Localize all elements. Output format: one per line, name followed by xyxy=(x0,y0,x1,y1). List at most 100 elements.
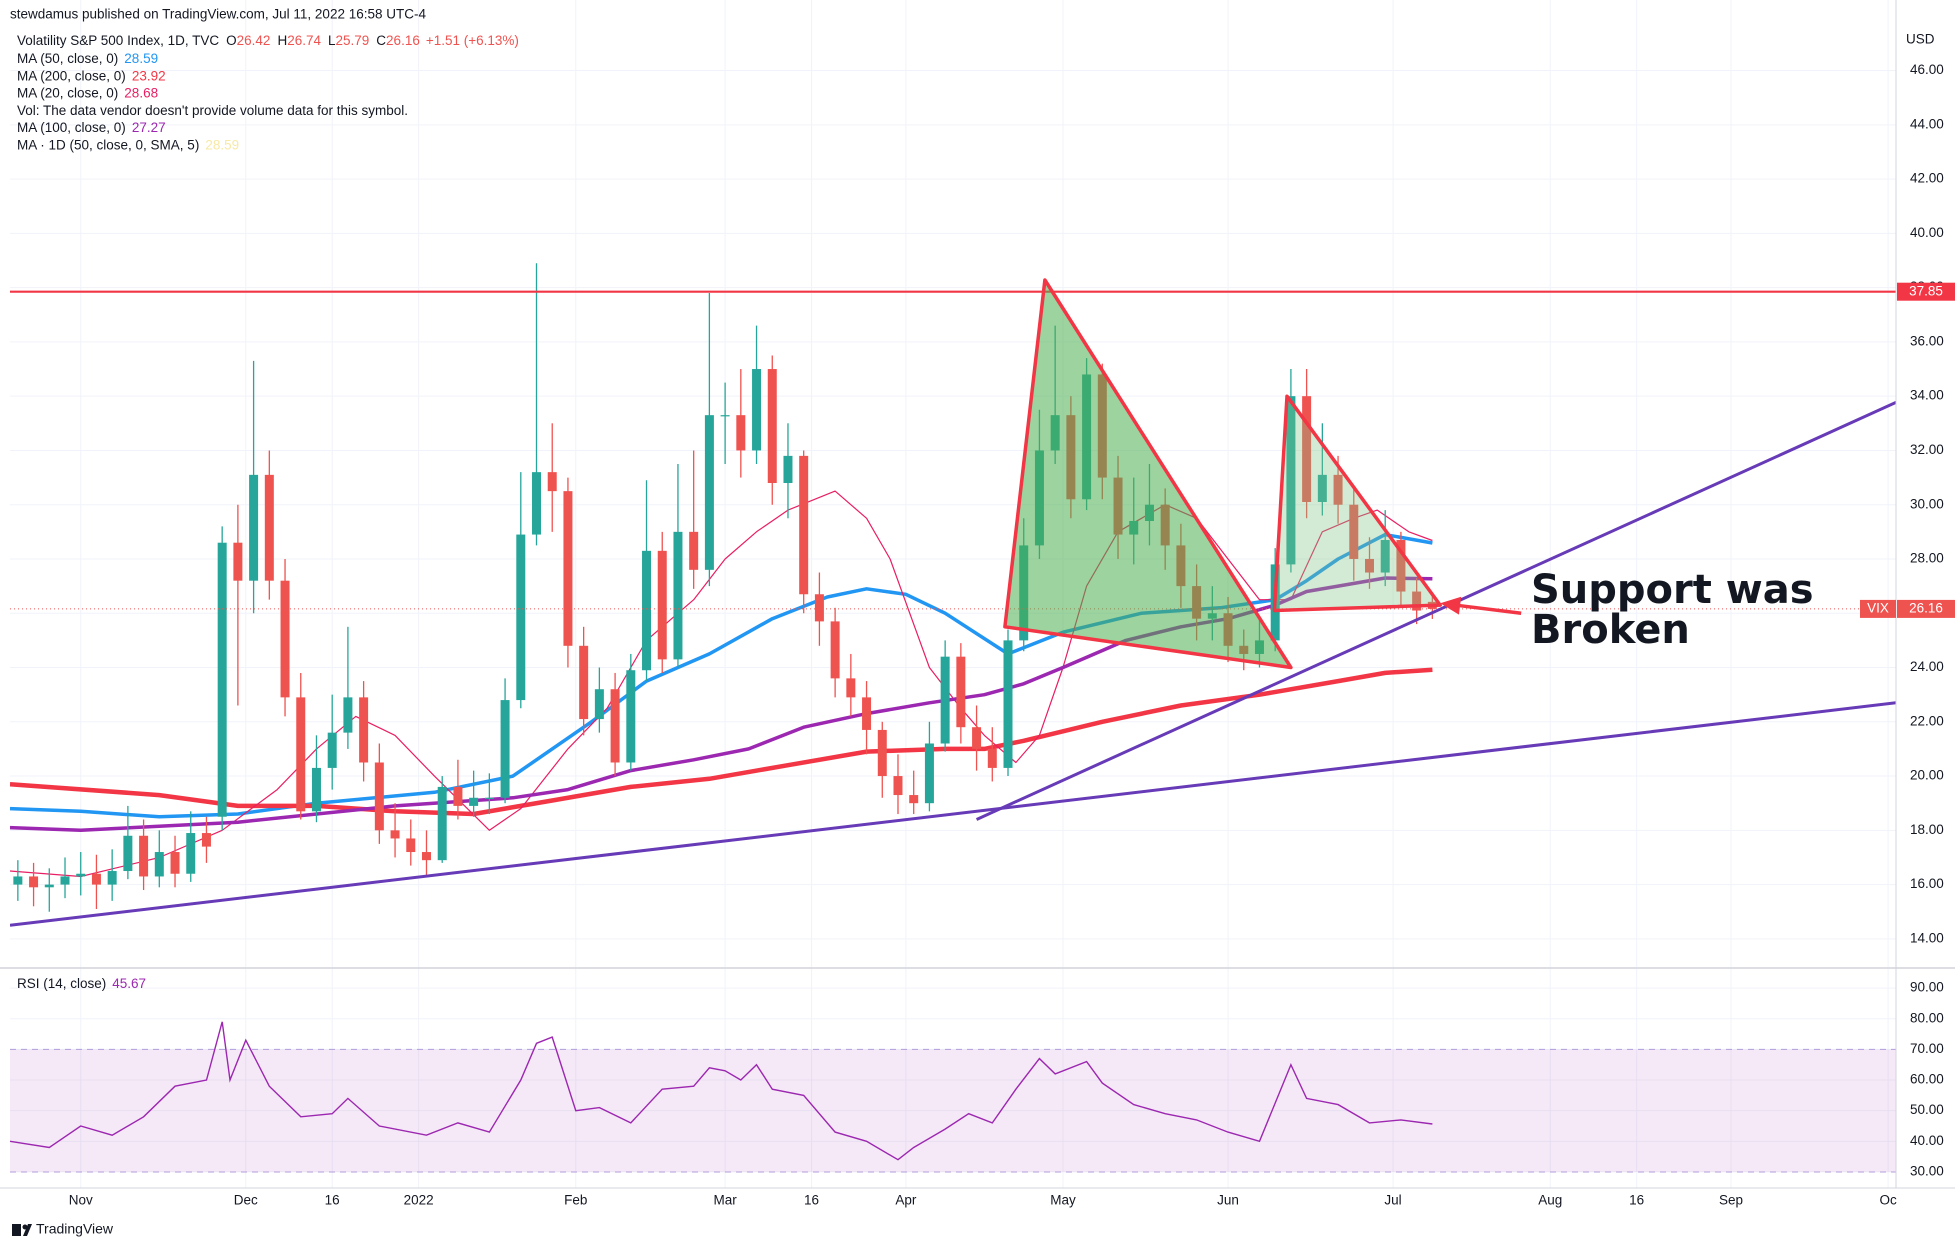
rsi-legend: RSI (14, close) 45.67 xyxy=(17,976,146,991)
candle-body xyxy=(1003,640,1013,768)
price-label-box xyxy=(1897,599,1955,618)
y-tick-label: 40.00 xyxy=(1910,1133,1944,1148)
x-tick-label: Sep xyxy=(1719,1193,1743,1208)
candle-body xyxy=(44,884,54,888)
ohlc-value: 26.16 xyxy=(386,33,420,48)
ohlc-value: 26.42 xyxy=(237,33,271,48)
candle-body xyxy=(673,531,683,660)
candle-body xyxy=(233,542,243,581)
price-pane xyxy=(10,263,1896,927)
candle-body xyxy=(123,835,133,872)
x-tick-label: Feb xyxy=(564,1193,587,1208)
y-tick-label: 60.00 xyxy=(1910,1072,1944,1087)
legend-name: MA (50, close, 0) xyxy=(17,51,118,66)
annotation: Broken xyxy=(1531,607,1690,653)
candle-body xyxy=(29,876,39,888)
candle-body xyxy=(13,876,23,885)
moving-average xyxy=(10,490,1433,878)
y-tick-label: 14.00 xyxy=(1910,930,1944,945)
legend-name: MA · 1D (50, close, 0, SMA, 5) xyxy=(17,137,199,152)
candle-body xyxy=(154,852,164,877)
x-tick-label: Jul xyxy=(1384,1193,1401,1208)
legend-line: MA · 1D (50, close, 0, SMA, 5) 28.59 xyxy=(17,137,239,152)
candle-body xyxy=(704,415,714,570)
candle-body xyxy=(767,369,777,483)
ohlc-letter: H xyxy=(277,33,287,48)
currency: USD xyxy=(1906,32,1935,47)
y-tick-label: 32.00 xyxy=(1910,442,1944,457)
ohlc-letter: L xyxy=(328,33,336,48)
ohlc-value: 26.74 xyxy=(287,33,321,48)
y-tick-label: 90.00 xyxy=(1910,980,1944,995)
y-tick-label: 40.00 xyxy=(1910,225,1944,240)
candle-body xyxy=(1286,396,1296,565)
legend-line: MA (50, close, 0) 28.59 xyxy=(17,51,158,66)
candle-body xyxy=(830,621,840,679)
logo-mark xyxy=(12,1224,21,1236)
candle-body xyxy=(547,472,557,492)
y-tick-label: 30.00 xyxy=(1910,1164,1944,1179)
candle-body xyxy=(909,795,919,804)
candle-body xyxy=(814,594,824,622)
candle-body xyxy=(1333,474,1343,505)
legend-name: MA (200, close, 0) xyxy=(17,68,126,83)
x-tick-label: Oc xyxy=(1880,1193,1898,1208)
y-tick-label: 28.00 xyxy=(1910,551,1944,566)
candle-body xyxy=(139,835,149,877)
candle-body xyxy=(563,491,573,646)
legend-name: RSI (14, close) xyxy=(17,976,106,991)
x-tick-label: Aug xyxy=(1538,1193,1562,1208)
candle-body xyxy=(359,697,369,763)
arrow-head xyxy=(1440,596,1462,615)
candle-body xyxy=(107,871,117,885)
x-tick-label: Dec xyxy=(234,1193,258,1208)
candle-body xyxy=(846,678,856,698)
axes: USD Nov Dec 16 2022 Feb Mar 16 Apr May Jun Jul Aug 1… xyxy=(0,0,1955,1208)
legend-name: MA (20, close, 0) xyxy=(17,85,118,100)
triangle-pattern xyxy=(1272,394,1442,613)
chart-title: Volatility S&P 500 Index, 1D, TVC xyxy=(17,33,219,48)
candle-body xyxy=(469,797,479,806)
candle-body xyxy=(924,743,934,804)
candle-body xyxy=(1412,591,1422,611)
footer: TradingView xyxy=(12,1221,114,1237)
y-tick-label: 70.00 xyxy=(1910,1041,1944,1056)
symbol-label: VIX xyxy=(1867,600,1889,615)
candle-body xyxy=(186,833,196,874)
candle-body xyxy=(657,550,667,660)
candle-body xyxy=(877,729,887,777)
trend-line xyxy=(975,401,1896,821)
candle-body xyxy=(642,550,652,671)
candle-body xyxy=(311,767,321,812)
candle-body xyxy=(1380,539,1390,573)
legend-value: 28.59 xyxy=(124,51,158,66)
candle-body xyxy=(972,727,982,749)
candle-body xyxy=(752,369,762,451)
candle-body xyxy=(264,474,274,581)
y-tick-label: 36.00 xyxy=(1910,333,1944,348)
rsi-band xyxy=(10,1049,1896,1172)
y-tick-label: 30.00 xyxy=(1910,496,1944,511)
legend-line: MA (20, close, 0) 28.68 xyxy=(17,85,158,100)
ohlc-value: 25.79 xyxy=(336,33,370,48)
candle-body xyxy=(390,830,400,839)
y-tick-label: 80.00 xyxy=(1910,1010,1944,1025)
logo-mark xyxy=(23,1224,32,1236)
candle-body xyxy=(1349,504,1359,559)
candle-body xyxy=(1302,396,1312,502)
trend-line xyxy=(10,701,1896,927)
price-label: 37.85 xyxy=(1909,283,1943,298)
legend-value: 23.92 xyxy=(132,68,166,83)
legend-line: Volatility S&P 500 Index, 1D, TVC O26.42 H… xyxy=(17,33,519,48)
rsi-line xyxy=(10,1021,1433,1161)
ohlc-letter: C xyxy=(376,33,386,48)
y-tick-label: 42.00 xyxy=(1910,171,1944,186)
ohlc-letter: O xyxy=(226,33,237,48)
candle-body xyxy=(516,534,526,701)
candle-body xyxy=(453,786,463,806)
candle-body xyxy=(500,700,510,798)
candle-body xyxy=(799,455,809,595)
y-tick-label: 34.00 xyxy=(1910,388,1944,403)
x-tick-label: 2022 xyxy=(404,1193,434,1208)
